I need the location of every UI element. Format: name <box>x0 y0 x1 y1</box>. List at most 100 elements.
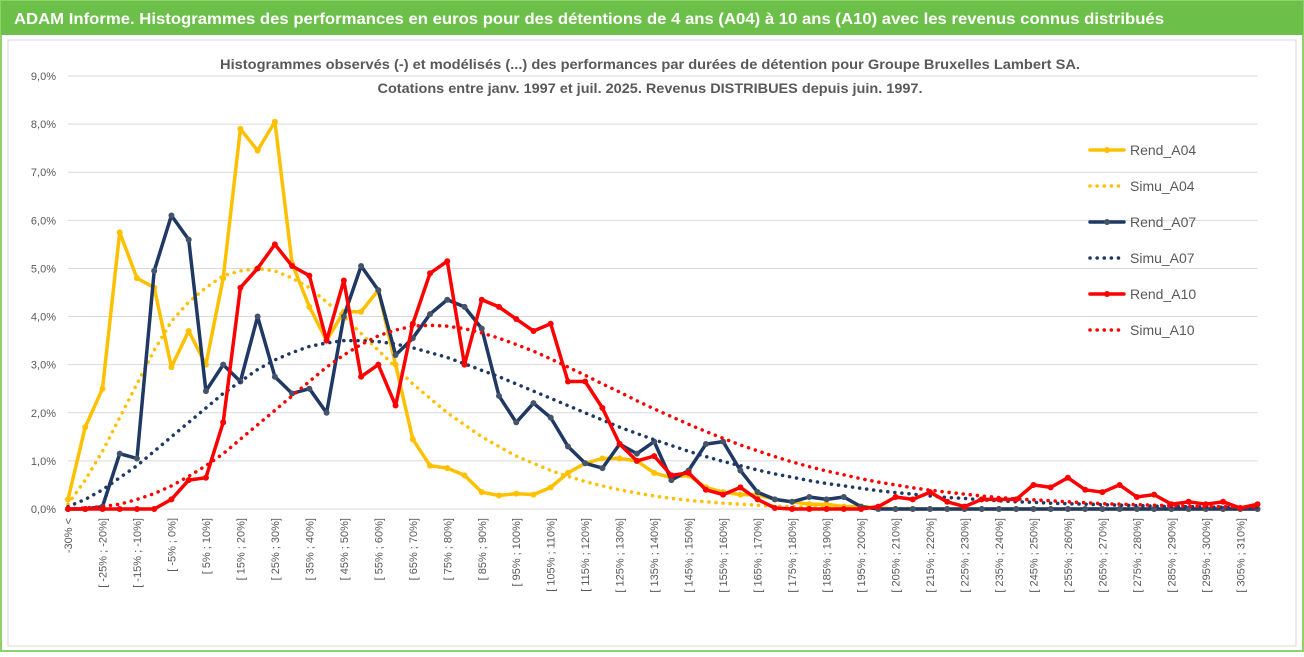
series-marker <box>254 147 261 154</box>
legend-marker <box>1104 219 1110 225</box>
x-tick-label: [ 295% ; 300%] <box>1201 518 1213 593</box>
series-marker <box>358 373 365 380</box>
series-marker <box>254 313 261 320</box>
series-marker <box>99 385 106 392</box>
x-tick-label: [ 175% ; 180%] <box>787 518 799 593</box>
series-marker <box>1064 474 1071 481</box>
series-marker <box>961 503 968 510</box>
series-marker <box>306 303 313 310</box>
series-marker <box>978 506 985 512</box>
series-marker <box>806 493 813 500</box>
series-marker <box>513 315 520 322</box>
series-marker <box>1099 506 1106 512</box>
series-marker <box>720 491 727 498</box>
x-tick-label: [ 65% ; 70%] <box>408 518 420 580</box>
series-marker <box>478 296 485 303</box>
legend-label: Simu_A04 <box>1130 178 1195 194</box>
series-marker <box>444 258 451 265</box>
x-tick-label: [ -5% ; 0%] <box>166 518 178 572</box>
series-marker <box>168 212 175 219</box>
series-marker <box>202 388 209 395</box>
x-tick-label: [ 205% ; 210%] <box>891 518 903 593</box>
series-marker <box>496 492 502 499</box>
series-marker <box>375 361 382 368</box>
series-marker <box>737 491 744 498</box>
series-marker <box>927 506 933 512</box>
series-marker <box>237 125 244 132</box>
series-marker <box>289 263 296 270</box>
series-marker <box>564 469 571 476</box>
series-marker <box>496 303 502 310</box>
series-marker <box>633 457 640 464</box>
series-marker <box>823 496 830 503</box>
series-marker <box>547 320 554 327</box>
series-marker <box>564 443 571 450</box>
x-tick-label: [ 225% ; 230%] <box>959 518 971 593</box>
series-marker <box>737 467 744 474</box>
x-tick-label: [ 155% ; 160%] <box>718 518 730 593</box>
series-marker <box>1116 481 1123 488</box>
series-marker <box>271 118 278 125</box>
series-marker <box>720 438 727 445</box>
series-marker <box>323 337 330 344</box>
series-marker <box>392 402 399 409</box>
y-tick-label: 7,0% <box>31 167 56 179</box>
series-marker <box>547 414 554 421</box>
series-marker <box>1151 506 1158 512</box>
series-marker <box>840 493 847 500</box>
x-tick-label: [ 115% ; 120%] <box>580 518 592 592</box>
series-marker <box>564 378 571 385</box>
series-marker <box>116 229 123 236</box>
chart-title: Histogrammes observés (-) et modélisés (… <box>220 56 1080 72</box>
series-marker <box>133 455 140 462</box>
x-tick-label: [ 235% ; 240%] <box>994 518 1006 593</box>
series-marker <box>202 474 209 481</box>
series-marker <box>220 419 227 426</box>
series-marker <box>668 472 675 479</box>
x-tick-label: [ 15% ; 20%] <box>235 518 247 580</box>
series-marker <box>185 327 192 334</box>
series-marker <box>633 450 640 457</box>
series-marker <box>409 436 416 443</box>
series-marker <box>1013 506 1020 512</box>
series-marker <box>1082 486 1089 493</box>
legend-label: Rend_A04 <box>1130 142 1196 158</box>
x-tick-label: [ 275% ; 280%] <box>1132 518 1144 593</box>
series-marker <box>737 484 744 491</box>
series-marker <box>1064 506 1071 512</box>
series-marker <box>513 419 520 426</box>
series-marker <box>840 506 847 512</box>
x-tick-label: [ 75% ; 80%] <box>442 518 454 580</box>
series-marker <box>789 498 796 505</box>
x-tick-label: [ 45% ; 50%] <box>339 518 351 580</box>
series-marker <box>82 424 89 431</box>
series-marker <box>65 496 71 503</box>
series-marker <box>1133 493 1140 500</box>
series-marker <box>1047 506 1054 512</box>
series-marker <box>530 400 537 407</box>
x-tick-label: [ 305% ; 310%] <box>1235 518 1247 593</box>
series-line <box>66 213 1260 511</box>
series-marker <box>599 455 606 462</box>
series-marker <box>427 311 434 318</box>
series-marker <box>340 313 347 320</box>
y-tick-label: 6,0% <box>31 215 56 227</box>
legend-label: Rend_A10 <box>1130 286 1196 302</box>
x-tick-label: [ 85% ; 90%] <box>477 518 489 580</box>
series-marker <box>289 390 296 397</box>
series-marker <box>444 296 451 303</box>
series-marker <box>771 496 778 503</box>
y-tick-label: 8,0% <box>31 119 56 131</box>
series-marker <box>392 361 399 368</box>
series-marker <box>306 272 313 279</box>
x-tick-label: [ 5% ; 10%] <box>201 518 213 574</box>
x-tick-label: [ 265% ; 270%] <box>1097 518 1109 593</box>
series-marker <box>702 486 709 493</box>
header-title: ADAM Informe. Histogrammes des performan… <box>14 11 1164 28</box>
series-marker <box>806 506 813 512</box>
x-tick-label: [ -25% ; -20%] <box>97 518 109 588</box>
series-marker <box>151 267 158 274</box>
